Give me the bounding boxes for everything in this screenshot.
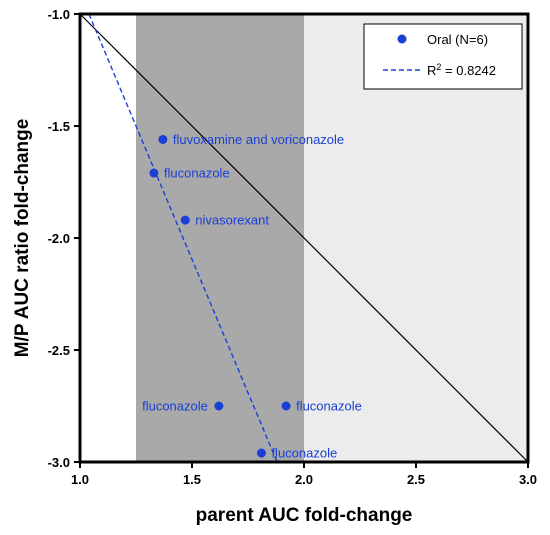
data-point-5 — [256, 448, 266, 458]
data-point-0 — [158, 134, 168, 144]
point-label-0: fluvoxamine and voriconazole — [173, 132, 344, 147]
x-tick-label-3: 2.5 — [407, 472, 425, 487]
shaded-region-0 — [136, 14, 304, 462]
x-axis-ticks: 1.0 1.5 2.0 2.5 3.0 — [71, 462, 537, 487]
x-tick-label-1: 1.5 — [183, 472, 201, 487]
x-tick-label-4: 3.0 — [519, 472, 537, 487]
y-axis-title: M/P AUC ratio fold-change — [12, 119, 33, 358]
y-tick-label-2: -2.0 — [48, 231, 70, 246]
legend-label-oral: Oral (N=6) — [427, 32, 488, 47]
point-labels: fluvoxamine and voriconazole fluconazole n… — [142, 132, 362, 461]
data-point-4 — [281, 401, 291, 411]
x-axis-title: parent AUC fold-change — [196, 505, 413, 526]
legend: Oral (N=6) R2 = 0.8242 — [363, 23, 523, 90]
regression-line — [88, 13, 278, 463]
legend-r-value: = 0.8242 — [441, 63, 496, 78]
legend-r: R — [427, 63, 436, 78]
legend-marker-oral — [397, 34, 407, 44]
y-tick-label-4: -3.0 — [48, 455, 70, 470]
reference-line — [79, 13, 529, 463]
point-label-2: nivasorexant — [195, 213, 269, 228]
y-axis-ticks: -1.0 -1.5 -2.0 -2.5 -3.0 — [48, 7, 80, 470]
x-tick-label-2: 2.0 — [295, 472, 313, 487]
point-label-4: fluconazole — [296, 399, 362, 414]
legend-label-regression: R2 = 0.8242 — [427, 62, 496, 78]
point-label-5: fluconazole — [271, 446, 337, 461]
point-label-3: fluconazole — [142, 399, 208, 414]
data-point-3 — [214, 401, 224, 411]
regression-line-group — [88, 13, 278, 463]
reference-line-group — [79, 13, 529, 463]
y-tick-label-0: -1.0 — [48, 7, 70, 22]
y-tick-label-3: -2.5 — [48, 343, 70, 358]
legend-r-superscript: 2 — [436, 62, 441, 72]
y-tick-label-1: -1.5 — [48, 119, 70, 134]
x-tick-label-0: 1.0 — [71, 472, 89, 487]
legend-box — [363, 23, 523, 90]
data-point-2 — [180, 215, 190, 225]
point-label-1: fluconazole — [164, 166, 230, 181]
data-point-1 — [149, 168, 159, 178]
data-points — [149, 134, 291, 458]
